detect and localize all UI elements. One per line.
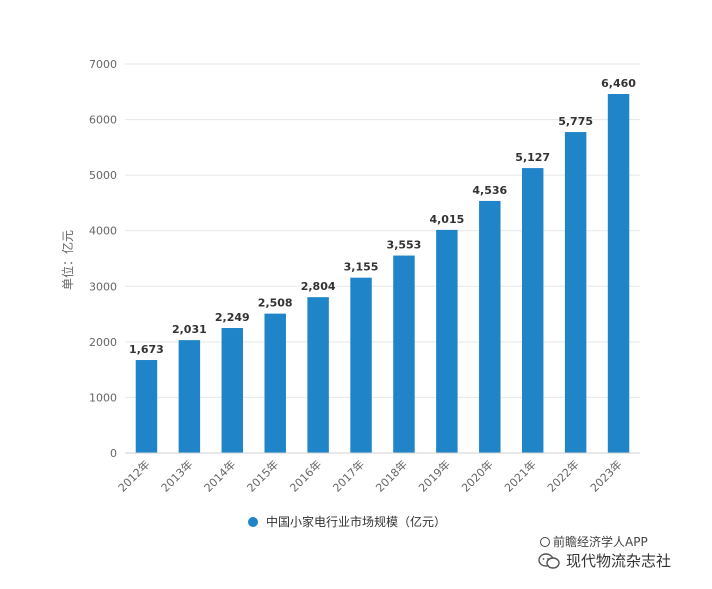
bar-value-label: 4,015	[429, 213, 464, 226]
bar	[564, 132, 587, 453]
x-tick-label: 2015年	[244, 457, 281, 494]
x-tick-label: 2017年	[330, 457, 367, 494]
bar	[221, 328, 244, 453]
x-tick-label: 2021年	[501, 457, 538, 494]
value-labels: 1,673 2,031 2,249 2,508 2,804 3,155 3,553 4,015…	[129, 77, 636, 356]
x-tick-label: 2022年	[544, 457, 581, 494]
legend-marker	[248, 516, 258, 527]
bar	[178, 340, 201, 453]
x-axis-ticks: 2012年 2013年 2014年 2015年 2016年 2017年 2018年 2019年…	[115, 457, 625, 494]
bar-value-label: 1,673	[129, 343, 164, 356]
chart-legend: 中国小家电行业市场规模（亿元）	[248, 513, 446, 530]
bars	[135, 94, 630, 454]
source-label: 前瞻经济学人APP	[553, 535, 648, 549]
bar	[479, 200, 501, 453]
y-axis-label: 单位：亿元	[60, 230, 75, 290]
x-tick-label: 2012年	[115, 457, 152, 494]
bar	[521, 168, 544, 454]
x-tick-label: 2023年	[587, 457, 624, 494]
legend-label: 中国小家电行业市场规模（亿元）	[266, 515, 447, 529]
y-tick-label: 5000	[89, 169, 117, 182]
y-tick-label: 7000	[89, 58, 117, 71]
bar	[436, 229, 458, 453]
bar	[307, 297, 329, 453]
y-tick-label: 0	[110, 447, 117, 460]
x-tick-label: 2014年	[201, 457, 238, 494]
grid-lines	[125, 63, 640, 398]
bar-value-label: 6,460	[601, 77, 636, 90]
y-tick-label: 1000	[89, 391, 117, 404]
x-tick-label: 2019年	[416, 457, 453, 494]
y-tick-label: 3000	[89, 280, 117, 293]
x-tick-label: 2020年	[458, 457, 495, 494]
bar	[264, 313, 286, 453]
x-tick-label: 2016年	[287, 457, 324, 494]
bar-value-label: 3,553	[387, 239, 422, 252]
copyright-circle-icon	[540, 536, 550, 547]
bar-value-label: 2,508	[258, 297, 293, 310]
y-axis-ticks: 0 1000 2000 3000 4000 5000 6000 7000	[89, 58, 117, 460]
y-tick-label: 6000	[89, 114, 117, 127]
bar	[135, 360, 158, 453]
wechat-icon	[538, 552, 560, 569]
bar-value-label: 5,127	[515, 151, 550, 164]
bar-value-label: 2,249	[215, 311, 250, 324]
bar-value-label: 5,775	[558, 115, 593, 128]
y-tick-label: 4000	[89, 225, 117, 238]
x-tick-label: 2018年	[373, 457, 410, 494]
publisher-watermark: 现代物流杂志社	[538, 550, 671, 571]
bar-value-label: 4,536	[472, 184, 507, 197]
x-tick-label: 2013年	[158, 457, 195, 494]
bar	[393, 255, 415, 453]
source-credit: 前瞻经济学人APP	[540, 533, 648, 550]
y-tick-label: 2000	[89, 336, 117, 349]
bar-value-label: 3,155	[344, 261, 379, 274]
bar	[607, 94, 630, 453]
bar	[350, 277, 372, 453]
bar-value-label: 2,804	[301, 280, 336, 293]
watermark-label: 现代物流杂志社	[566, 552, 672, 570]
bar-value-label: 2,031	[172, 323, 207, 336]
